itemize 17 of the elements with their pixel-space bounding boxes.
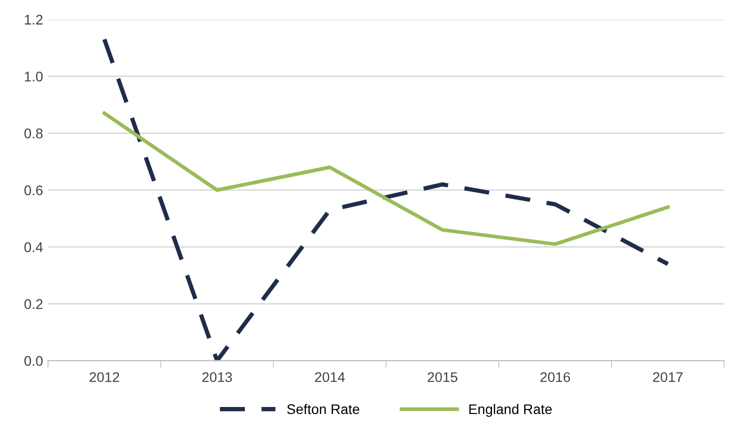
- x-tick-label: 2013: [202, 372, 232, 382]
- x-tick-label: 2017: [653, 372, 683, 382]
- x-tick-label: 2012: [90, 372, 120, 382]
- y-tick-label: 0.4: [24, 242, 43, 252]
- legend-label: England Rate: [469, 404, 552, 417]
- y-tick-label: 1.2: [24, 14, 42, 24]
- legend-label: Sefton Rate: [287, 404, 360, 414]
- x-tick-label: 2015: [428, 372, 458, 382]
- y-tick-label: 1.0: [24, 72, 43, 82]
- y-tick-label: 0.8: [24, 128, 43, 138]
- x-tick-label: 2016: [540, 372, 570, 382]
- y-tick-label: 0.2: [24, 299, 42, 310]
- y-tick-label: 0.6: [24, 185, 43, 196]
- x-tick-label: 2014: [315, 372, 345, 382]
- line-series: [102, 37, 670, 361]
- line-series: [102, 111, 670, 246]
- y-tick-label: 0.0: [24, 356, 43, 366]
